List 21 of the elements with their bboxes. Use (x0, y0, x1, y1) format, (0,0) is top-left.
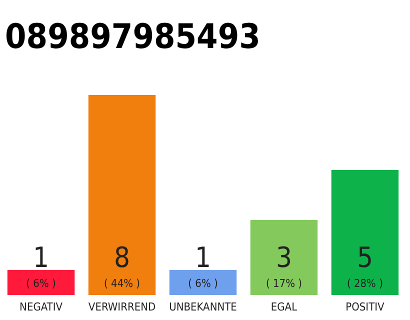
data-label: 5 (356, 241, 373, 274)
data-label: 3 (276, 241, 292, 274)
data-label: 1 (194, 241, 212, 274)
bar (7, 270, 75, 295)
annotation: ( 28% ) (346, 277, 384, 290)
bar (88, 95, 156, 295)
annotation: ( 17% ) (266, 277, 302, 290)
bar (331, 170, 399, 295)
annotation: ( 44% ) (104, 277, 140, 290)
x-tick-label: UNBEKANNTE (169, 300, 237, 314)
chart-title: 089897985493 (5, 17, 260, 57)
bar (250, 220, 318, 295)
x-tick-label: EGAL (270, 300, 298, 314)
x-tick-label: VERWIRREND (88, 300, 156, 314)
data-label: 8 (114, 241, 130, 274)
x-tick-label: POSITIV (346, 300, 385, 314)
bar (169, 270, 237, 295)
annotation: ( 6% ) (26, 277, 56, 290)
x-tick-label: NEGATIV (20, 300, 63, 314)
annotation: ( 6% ) (188, 277, 218, 290)
data-label: 1 (33, 241, 50, 274)
